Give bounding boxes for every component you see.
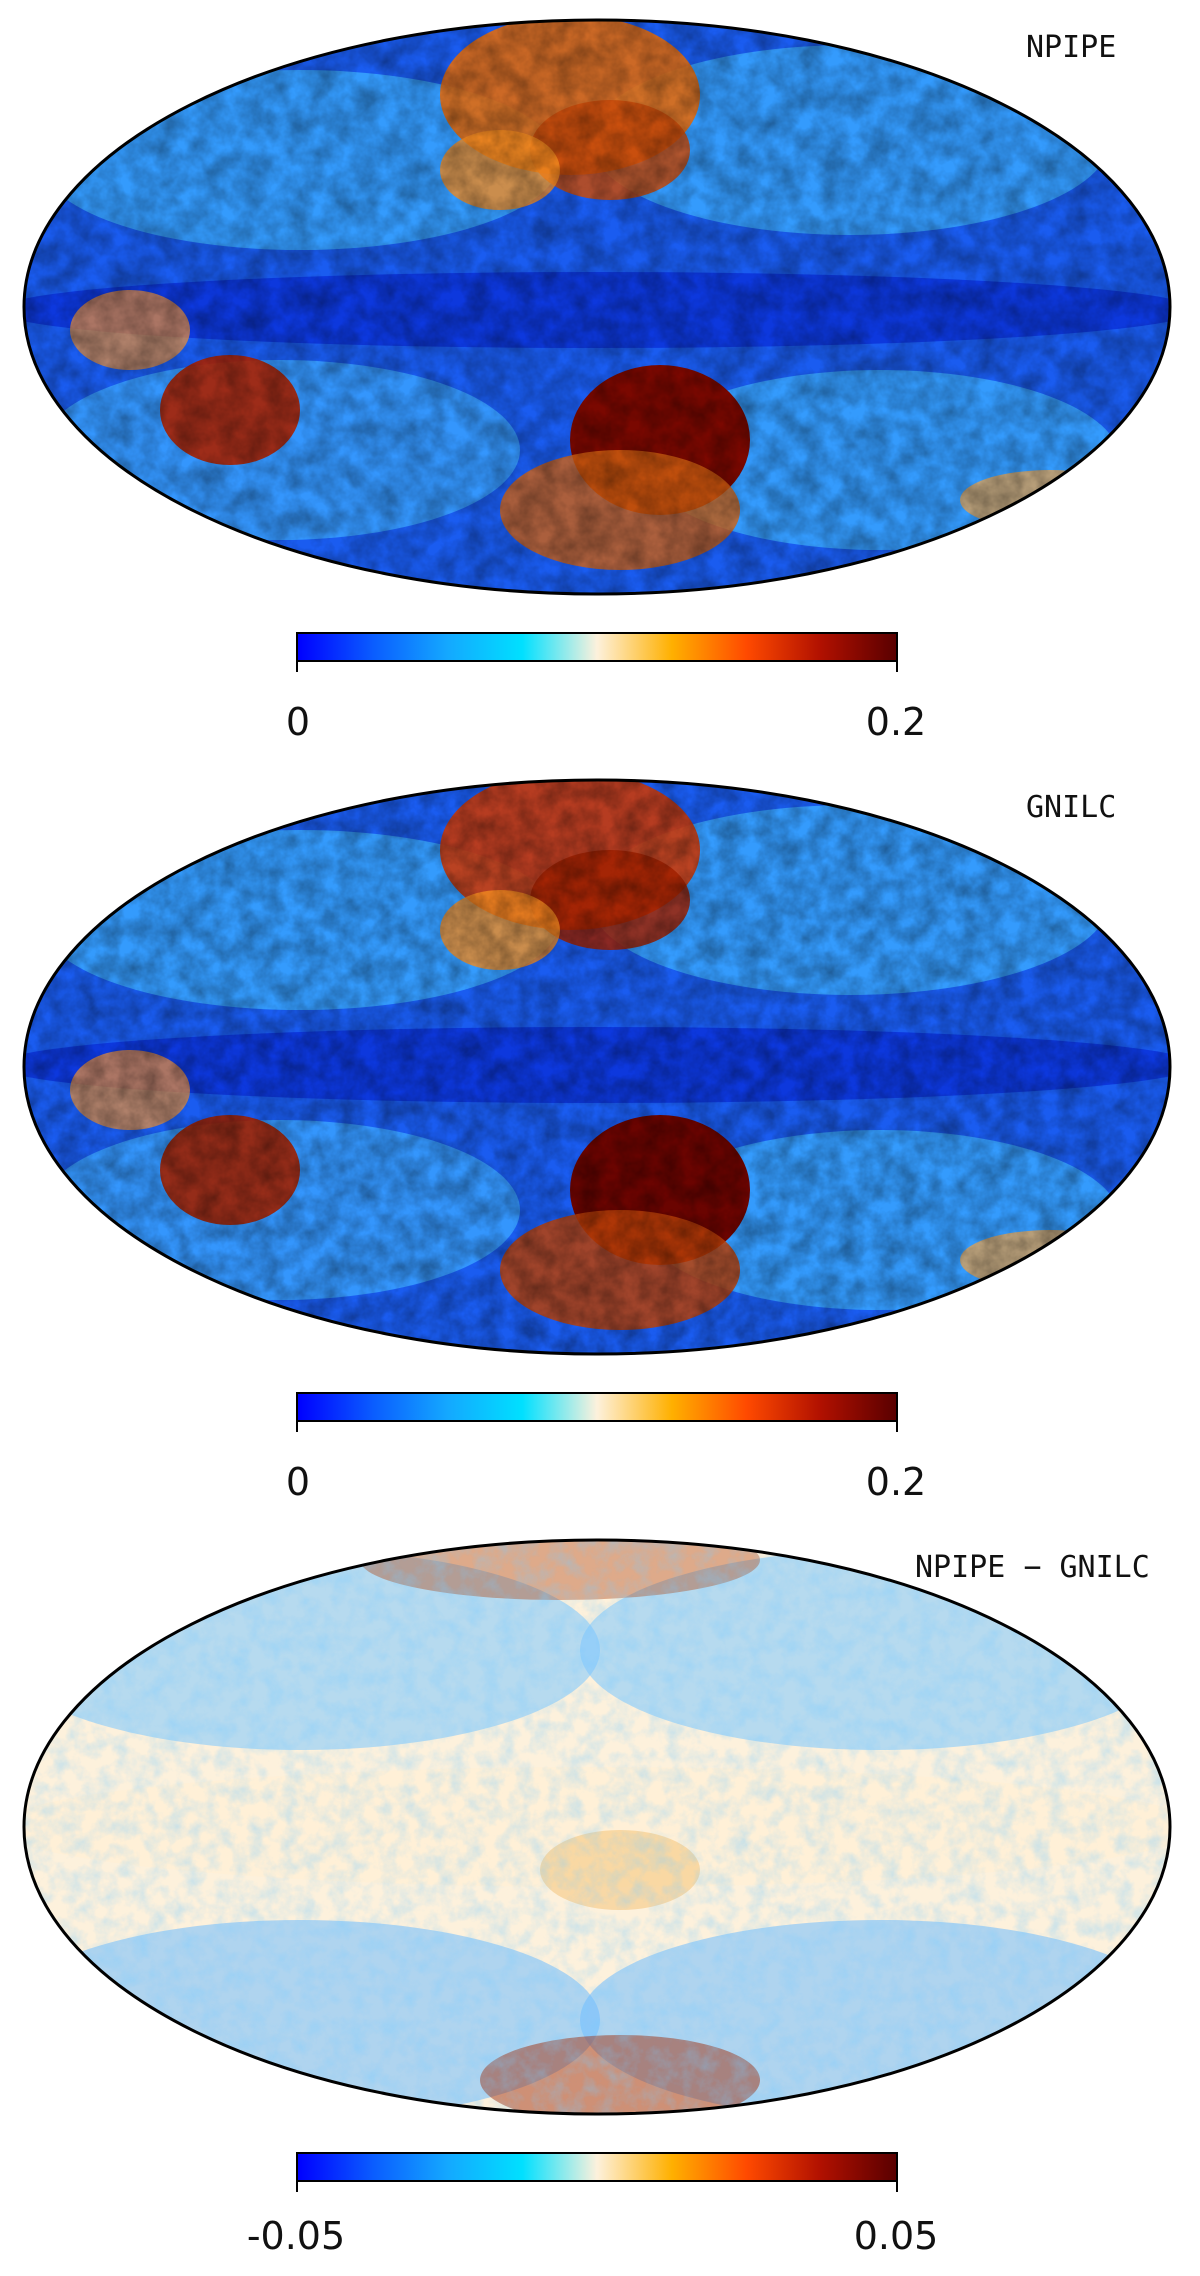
colorbar-min-label: -0.05	[246, 2214, 346, 2258]
colorbar-tick-min	[296, 660, 298, 672]
colorbar-tick-max	[896, 2180, 898, 2192]
colorbar-max-label: 0.2	[865, 700, 927, 744]
colorbar-tick-max	[896, 1420, 898, 1432]
colorbar-tick-min	[296, 1420, 298, 1432]
colorbar-max-label: 0.05	[853, 2214, 939, 2258]
colorbar-min-label: 0	[285, 700, 311, 744]
colorbar-tick-min	[296, 2180, 298, 2192]
colorbar	[296, 632, 898, 662]
map-panel-npipe: NPIPE 0 0.2	[0, 0, 1200, 760]
colorbar-tick-max	[896, 660, 898, 672]
map-outline	[22, 1538, 1172, 2116]
colorbar	[296, 2152, 898, 2182]
colorbar-min-label: 0	[285, 1460, 311, 1504]
map-panel-difference: NPIPE − GNILC -0.05 0.05	[0, 1520, 1200, 2276]
sky-map-difference	[22, 1538, 1172, 2116]
map-panel-gnilc: GNILC 0 0.2	[0, 760, 1200, 1520]
map-outline	[22, 778, 1172, 1356]
sky-map-npipe	[22, 18, 1172, 596]
colorbar	[296, 1392, 898, 1422]
map-title: GNILC	[1026, 790, 1117, 825]
map-title: NPIPE − GNILC	[915, 1550, 1150, 1585]
sky-map-gnilc	[22, 778, 1172, 1356]
map-title: NPIPE	[1026, 30, 1117, 65]
colorbar-max-label: 0.2	[865, 1460, 927, 1504]
map-outline	[22, 18, 1172, 596]
